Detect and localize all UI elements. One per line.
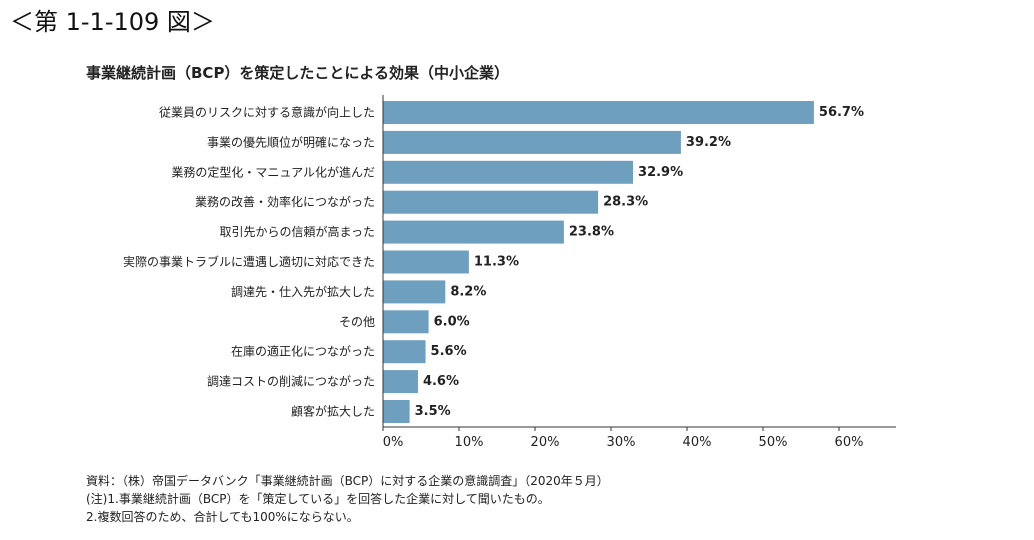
source-note: 資料：（株）帝国データバンク「事業継続計画（BCP）に対する企業の意識調査」（2… [86,474,609,488]
value-label: 4.6% [423,374,459,389]
chart-title: 事業継続計画（BCP）を策定したことによる効果（中小企業） [86,64,509,82]
bar [383,400,410,423]
x-axis: 0% 10% 20% 30% 40% 50% 60% [382,95,896,450]
bar [383,340,426,364]
value-label: 32.9% [638,165,683,180]
bar [383,160,634,184]
bar [383,250,469,274]
value-label: 23.8% [569,225,614,240]
value-label: 56.7% [819,105,864,120]
value-label: 5.6% [431,344,467,359]
value-label: 11.3% [474,255,519,270]
category-label: 事業の優先順位が明確になった [207,134,375,149]
bar [383,130,681,154]
x-tick-label: 30% [607,435,636,450]
category-label: 在庫の適正化につながった [231,344,375,359]
value-label: 8.2% [450,284,486,299]
category-label: 顧客が拡大した [291,404,375,419]
x-tick-label: 40% [683,435,712,450]
x-tick-label: 50% [759,435,788,450]
value-label: 3.5% [415,404,451,419]
bar [383,220,564,244]
x-tick-label: 20% [531,435,560,450]
bars-layer: 従業員のリスクに対する意識が向上した 56.7% 事業の優先順位が明確になった 39.… [123,101,864,423]
value-label: 39.2% [686,135,731,150]
footnotes: 資料：（株）帝国データバンク「事業継続計画（BCP）に対する企業の意識調査」（2… [86,472,609,526]
bar [383,101,814,124]
figure-number: ＜第 1-1-109 図＞ [10,8,215,36]
category-label: 調達コストの削減につながった [207,374,375,389]
x-tick-label: 10% [455,435,484,450]
bar [383,370,418,394]
footnote-1: (注)1.事業継続計画（BCP）を「策定している」を回答した企業に対して聞いたも… [86,492,550,506]
footnote-2: 2.複数回答のため、合計しても100%にならない。 [86,510,359,524]
bar [383,280,446,304]
category-label: 実際の事業トラブルに遭遇し適切に対応できた [123,254,375,269]
value-label: 6.0% [434,314,470,329]
category-label: 調達先・仕入先が拡大した [231,284,375,299]
x-tick-label: 0% [383,435,404,450]
category-label: 従業員のリスクに対する意識が向上した [159,105,375,120]
value-label: 28.3% [603,195,648,210]
bar [383,310,429,334]
category-label: その他 [339,315,375,329]
category-label: 取引先からの信頼が高まった [219,224,375,239]
bar [383,190,599,214]
category-label: 業務の改善・効率化につながった [195,194,375,209]
x-tick-label: 60% [835,435,864,450]
category-label: 業務の定型化・マニュアル化が進んだ [171,164,375,179]
